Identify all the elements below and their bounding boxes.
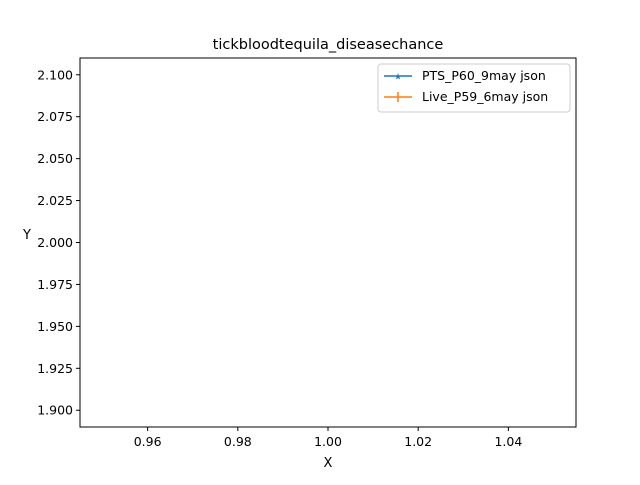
x-axis-ticks: 0.96 0.98 1.00 1.02 1.04	[134, 427, 522, 449]
y-tick-label: 2.100	[37, 67, 73, 82]
y-tick-label: 1.925	[37, 361, 73, 376]
y-tick-label: 1.900	[37, 403, 73, 418]
x-tick-label: 0.96	[134, 434, 162, 449]
x-axis-label: X	[324, 456, 333, 471]
y-axis-label: Y	[22, 228, 31, 243]
legend-star-marker: ★	[394, 73, 402, 83]
legend-frame	[377, 63, 571, 113]
plot-area-frame	[79, 57, 577, 428]
y-tick-label: 2.025	[37, 193, 73, 208]
y-tick-label: 2.000	[37, 235, 73, 250]
legend: ★ PTS_P60_9may json Live_P59_6may json	[377, 63, 571, 113]
chart-title: tickbloodtequila_diseasechance	[213, 37, 444, 53]
y-tick-label: 1.950	[37, 319, 73, 334]
x-tick-label: 1.02	[404, 434, 432, 449]
y-tick-label: 2.050	[37, 151, 73, 166]
y-axis-ticks: 1.900 1.925 1.950 1.975 2.000 2.025 2.050 2.075…	[37, 67, 80, 418]
y-tick-label: 1.975	[37, 277, 73, 292]
x-tick-label: 1.04	[494, 434, 522, 449]
legend-label-pts: PTS_P60_9may json	[422, 68, 546, 83]
x-tick-label: 0.98	[224, 434, 252, 449]
x-tick-label: 1.00	[314, 434, 342, 449]
y-tick-label: 2.075	[37, 109, 73, 124]
legend-label-live: Live_P59_6may json	[422, 89, 548, 104]
